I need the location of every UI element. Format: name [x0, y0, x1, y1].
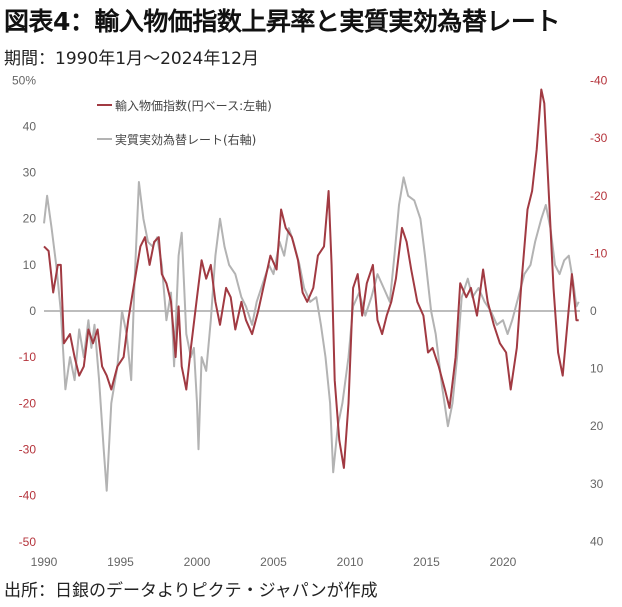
left-axis-tick: 40: [23, 119, 37, 133]
x-axis-tick: 1995: [107, 555, 134, 569]
x-axis-tick: 2020: [490, 555, 517, 569]
left-axis-tick: -20: [19, 396, 37, 410]
x-axis-tick: 2010: [337, 555, 364, 569]
x-axis-tick: 2005: [260, 555, 287, 569]
left-axis-tick: -30: [19, 442, 37, 456]
series-line-reer: [43, 176, 580, 492]
legend-label-import-price: 輸入物価指数(円ベース:左軸): [115, 98, 272, 113]
left-axis-tick: 0: [29, 304, 36, 318]
left-axis-tick: -10: [19, 350, 37, 364]
period-subtitle: 期間：1990年1月～2024年12月: [4, 49, 259, 69]
left-axis-tick: 50%: [12, 73, 36, 87]
left-axis-tick: 30: [23, 166, 37, 180]
right-axis-tick: -20: [590, 189, 608, 203]
series-line-import-price: [43, 88, 579, 469]
left-axis-tick: -40: [19, 489, 37, 503]
right-axis-tick: -40: [590, 74, 608, 88]
source-note: 出所：日銀のデータよりピクテ・ジャパンが作成: [4, 581, 378, 601]
right-axis-tick: 30: [590, 477, 604, 491]
right-axis-tick: -30: [590, 131, 608, 145]
legend: 輸入物価指数(円ベース:左軸) 実質実効為替レート(右軸): [97, 98, 272, 147]
x-axis-tick: 2000: [184, 555, 211, 569]
legend-label-reer: 実質実効為替レート(右軸): [115, 132, 256, 147]
right-axis-tick: 20: [590, 419, 604, 433]
left-axis-tick: 10: [23, 258, 37, 272]
right-axis-tick: -10: [590, 246, 608, 260]
chart-title: 図表4：輸入物価指数上昇率と実質実効為替レート: [4, 7, 560, 36]
right-axis-tick: 40: [590, 534, 604, 548]
left-axis-tick: -50: [19, 535, 37, 549]
x-axis-tick: 2015: [413, 555, 440, 569]
right-axis-tick: 0: [590, 304, 597, 318]
x-axis-tick: 1990: [31, 555, 58, 569]
right-axis-tick: 10: [590, 362, 604, 376]
left-axis-tick: 20: [23, 212, 37, 226]
